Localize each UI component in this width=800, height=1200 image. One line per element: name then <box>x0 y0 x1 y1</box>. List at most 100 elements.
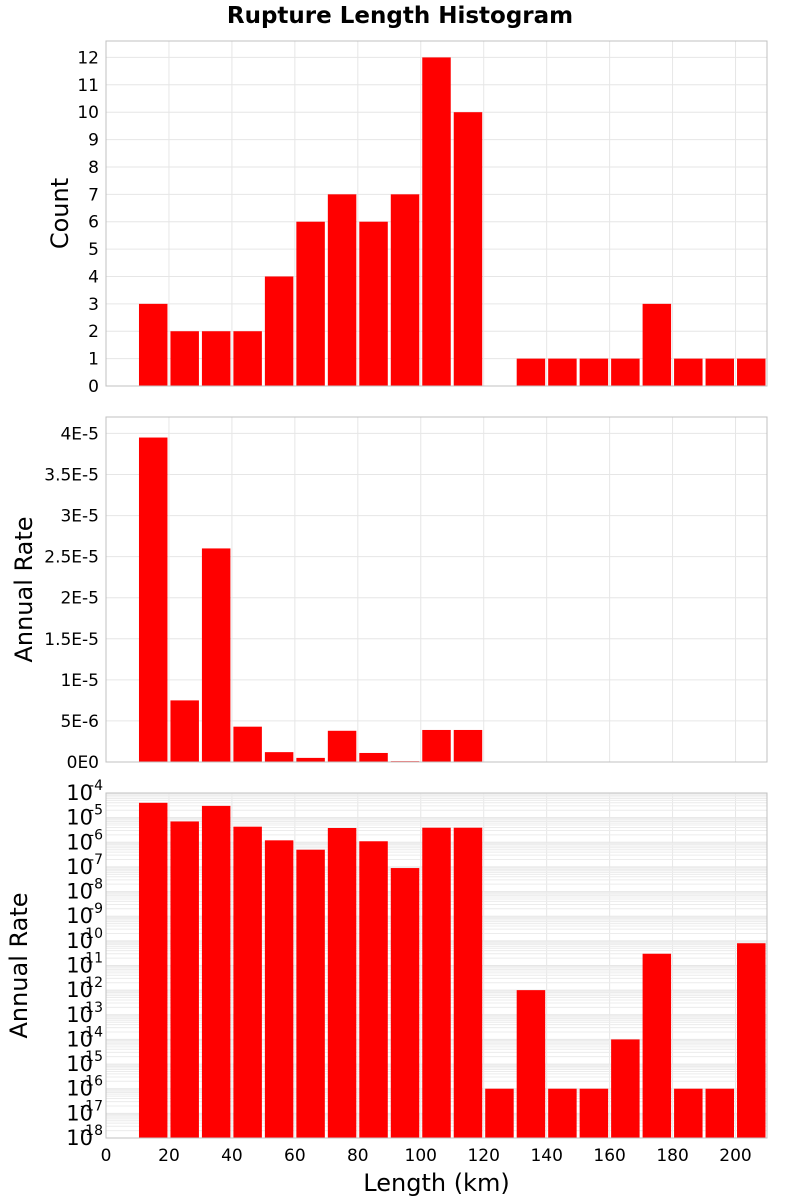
histogram-bar <box>611 1039 640 1138</box>
y-tick-label: 12 <box>77 48 99 68</box>
y-tick-label: 10 <box>66 880 93 904</box>
y-tick-label: 4E-5 <box>60 424 99 444</box>
x-tick-label: 0 <box>101 1146 112 1166</box>
y-tick-label: 10 <box>66 781 93 805</box>
histogram-bar <box>485 1088 514 1138</box>
y-tick-label: 9 <box>88 131 99 151</box>
y-tick-label: 11 <box>77 76 99 96</box>
y-tick-label: 1.5E-5 <box>44 630 99 650</box>
histogram-bar <box>422 57 451 387</box>
x-tick-label: 60 <box>284 1146 306 1166</box>
y-tick-exponent: -8 <box>89 877 103 893</box>
y-tick-label: 10 <box>66 1077 93 1101</box>
histogram-bar <box>201 548 231 762</box>
y-tick-label: 8 <box>88 158 99 178</box>
y-tick-label: 10 <box>66 1027 93 1051</box>
histogram-bar <box>422 827 451 1138</box>
y-tick-label: 7 <box>88 185 99 205</box>
y-tick-label: 10 <box>66 904 93 928</box>
y-tick-exponent: -9 <box>89 901 103 917</box>
histogram-bar <box>296 757 325 762</box>
histogram-bar <box>170 700 199 762</box>
y-tick-label: 10 <box>66 1052 93 1076</box>
histogram-bar <box>674 358 703 386</box>
y-tick-label: 10 <box>66 1126 93 1150</box>
x-tick-label: 20 <box>158 1146 180 1166</box>
y-tick-label: 3E-5 <box>60 507 99 527</box>
y-tick-exponent: -15 <box>80 1049 103 1065</box>
histogram-bar <box>264 276 294 386</box>
histogram-bar <box>327 194 357 386</box>
y-tick-exponent: -12 <box>80 975 103 991</box>
y-tick-label: 10 <box>66 855 93 879</box>
x-tick-label: 100 <box>405 1146 437 1166</box>
histogram-bar <box>390 194 420 386</box>
y-tick-exponent: -10 <box>80 926 103 942</box>
y-tick-label: 1 <box>88 350 99 370</box>
x-tick-label: 80 <box>347 1146 369 1166</box>
histogram-bar <box>737 358 766 386</box>
y-tick-label: 10 <box>66 978 93 1002</box>
x-tick-label: 160 <box>593 1146 625 1166</box>
x-tick-label: 40 <box>221 1146 243 1166</box>
x-tick-label: 120 <box>467 1146 499 1166</box>
histogram-bar <box>201 331 231 386</box>
y-tick-exponent: -6 <box>89 827 103 843</box>
chart-title: Rupture Length Histogram <box>227 3 573 29</box>
y-tick-exponent: -17 <box>80 1098 103 1114</box>
y-tick-label: 10 <box>66 830 93 854</box>
histogram-bar <box>548 1088 577 1138</box>
histogram-bar <box>264 752 294 762</box>
histogram-bar <box>453 112 483 386</box>
y-tick-label: 0E0 <box>67 753 99 773</box>
x-axis-label: Length (km) <box>363 1169 509 1197</box>
histogram-bar <box>296 221 325 386</box>
y-tick-label: 3.5E-5 <box>44 466 99 486</box>
y-tick-label: 10 <box>66 954 93 978</box>
y-tick-label: 10 <box>66 1003 93 1027</box>
histogram-bar <box>579 358 609 386</box>
histogram-bar <box>642 303 672 386</box>
histogram-bar <box>138 303 168 386</box>
x-tick-label: 200 <box>719 1146 751 1166</box>
histogram-bar <box>390 868 420 1138</box>
histogram-bar <box>233 826 262 1138</box>
y-tick-label: 2E-5 <box>60 589 99 609</box>
y-tick-label: 0 <box>88 377 99 397</box>
histogram-bar <box>453 827 483 1138</box>
histogram-bar <box>138 802 168 1138</box>
y-tick-label: 3 <box>88 295 99 315</box>
y-tick-label: 2 <box>88 322 99 342</box>
y-axis-label: Count <box>46 178 74 249</box>
plot-frame <box>105 40 768 387</box>
plot-frame <box>105 792 768 1139</box>
histogram-bar <box>359 841 388 1138</box>
histogram-bar <box>516 358 546 386</box>
y-axis-label: Annual Rate <box>5 892 33 1038</box>
histogram-bar <box>359 221 388 386</box>
histogram-bar <box>737 943 766 1138</box>
histogram-bar <box>170 331 199 386</box>
plot-frame <box>105 416 768 763</box>
histogram-bar <box>516 990 546 1138</box>
histogram-bar <box>642 953 672 1138</box>
y-axis-label: Annual Rate <box>10 516 38 662</box>
x-tick-label: 140 <box>530 1146 562 1166</box>
histogram-bar <box>674 1088 703 1138</box>
y-tick-exponent: -4 <box>89 778 103 794</box>
y-tick-exponent: -11 <box>80 951 103 967</box>
y-tick-label: 4 <box>88 267 99 287</box>
histogram-bar <box>705 1088 735 1138</box>
y-tick-label: 2.5E-5 <box>44 548 99 568</box>
x-tick-label: 180 <box>656 1146 688 1166</box>
y-tick-label: 10 <box>66 806 93 830</box>
y-tick-exponent: -18 <box>80 1123 103 1139</box>
y-tick-label: 10 <box>66 1101 93 1125</box>
histogram-bar <box>201 805 231 1138</box>
histogram-bar <box>705 358 735 386</box>
histogram-bar <box>548 358 577 386</box>
y-tick-label: 6 <box>88 213 99 233</box>
y-tick-label: 5E-6 <box>60 712 99 732</box>
y-tick-label: 10 <box>66 929 93 953</box>
